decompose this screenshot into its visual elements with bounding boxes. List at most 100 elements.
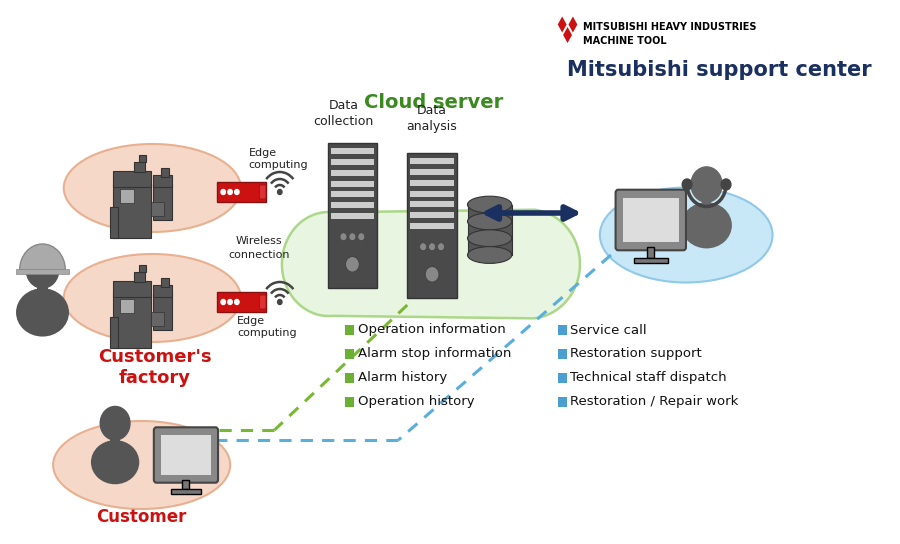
Ellipse shape	[467, 230, 512, 246]
FancyBboxPatch shape	[410, 223, 454, 229]
FancyBboxPatch shape	[558, 373, 567, 383]
FancyBboxPatch shape	[330, 213, 374, 219]
FancyBboxPatch shape	[410, 190, 454, 196]
Text: Data
collection: Data collection	[313, 99, 374, 128]
FancyBboxPatch shape	[151, 202, 164, 217]
Ellipse shape	[467, 246, 512, 263]
Circle shape	[425, 267, 439, 282]
Polygon shape	[563, 27, 572, 43]
Circle shape	[26, 251, 59, 288]
Text: Customer: Customer	[96, 508, 187, 526]
Text: Operation history: Operation history	[357, 395, 474, 409]
Ellipse shape	[16, 288, 69, 337]
Text: Operation information: Operation information	[357, 324, 506, 337]
Text: Restoration / Repair work: Restoration / Repair work	[571, 395, 739, 409]
FancyBboxPatch shape	[161, 435, 211, 475]
Polygon shape	[558, 16, 567, 33]
FancyBboxPatch shape	[151, 312, 164, 326]
Circle shape	[349, 233, 356, 240]
Text: MACHINE TOOL: MACHINE TOOL	[583, 36, 667, 46]
Ellipse shape	[600, 188, 772, 282]
FancyBboxPatch shape	[153, 294, 172, 330]
Text: Cloud server: Cloud server	[364, 92, 503, 112]
FancyBboxPatch shape	[330, 181, 374, 187]
Text: Mitsubishi support center: Mitsubishi support center	[567, 60, 871, 80]
FancyBboxPatch shape	[153, 175, 172, 187]
FancyBboxPatch shape	[153, 184, 172, 220]
Text: Edge
computing: Edge computing	[248, 147, 309, 170]
FancyBboxPatch shape	[702, 199, 711, 214]
Circle shape	[340, 233, 346, 240]
Text: MITSUBISHI HEAVY INDUSTRIES: MITSUBISHI HEAVY INDUSTRIES	[583, 22, 757, 32]
Circle shape	[428, 243, 436, 251]
FancyBboxPatch shape	[16, 269, 68, 274]
FancyBboxPatch shape	[111, 437, 120, 452]
FancyBboxPatch shape	[330, 202, 374, 208]
FancyBboxPatch shape	[218, 182, 266, 202]
Text: Alarm stop information: Alarm stop information	[357, 348, 511, 361]
FancyBboxPatch shape	[113, 294, 151, 348]
FancyArrowPatch shape	[487, 207, 575, 219]
Text: Wireless
connection: Wireless connection	[229, 237, 290, 259]
FancyBboxPatch shape	[259, 185, 266, 199]
Wedge shape	[20, 244, 66, 270]
Text: Restoration support: Restoration support	[571, 348, 702, 361]
FancyBboxPatch shape	[558, 325, 567, 335]
FancyBboxPatch shape	[134, 271, 145, 282]
Ellipse shape	[467, 196, 512, 213]
FancyBboxPatch shape	[120, 299, 134, 313]
Circle shape	[221, 300, 225, 305]
FancyBboxPatch shape	[153, 285, 172, 296]
FancyBboxPatch shape	[467, 221, 512, 238]
Ellipse shape	[64, 254, 241, 342]
FancyBboxPatch shape	[140, 155, 146, 163]
Polygon shape	[569, 16, 577, 33]
FancyBboxPatch shape	[346, 373, 355, 383]
FancyBboxPatch shape	[330, 191, 374, 197]
Circle shape	[228, 300, 232, 305]
Ellipse shape	[91, 440, 140, 484]
Ellipse shape	[64, 144, 241, 232]
FancyBboxPatch shape	[346, 349, 355, 359]
FancyBboxPatch shape	[328, 143, 377, 287]
Circle shape	[100, 406, 130, 440]
Text: Customer's
factory: Customer's factory	[98, 348, 212, 387]
Circle shape	[721, 179, 731, 190]
FancyBboxPatch shape	[346, 397, 355, 407]
FancyBboxPatch shape	[634, 258, 668, 263]
FancyBboxPatch shape	[161, 278, 169, 287]
FancyBboxPatch shape	[410, 158, 454, 164]
FancyBboxPatch shape	[467, 205, 512, 221]
FancyBboxPatch shape	[140, 265, 146, 273]
FancyBboxPatch shape	[467, 238, 512, 255]
Circle shape	[221, 189, 225, 195]
Circle shape	[235, 189, 239, 195]
Circle shape	[358, 233, 365, 240]
Circle shape	[682, 179, 692, 190]
Circle shape	[419, 243, 427, 251]
FancyBboxPatch shape	[410, 169, 454, 175]
FancyBboxPatch shape	[647, 248, 654, 258]
Text: Alarm history: Alarm history	[357, 372, 447, 385]
Circle shape	[277, 300, 282, 305]
Text: Data
analysis: Data analysis	[407, 104, 457, 133]
Ellipse shape	[53, 421, 230, 509]
FancyBboxPatch shape	[330, 170, 374, 176]
Circle shape	[277, 189, 282, 195]
FancyBboxPatch shape	[113, 170, 151, 187]
FancyBboxPatch shape	[161, 168, 169, 177]
Circle shape	[346, 256, 359, 272]
FancyBboxPatch shape	[410, 201, 454, 207]
FancyBboxPatch shape	[259, 295, 266, 309]
Polygon shape	[282, 210, 580, 318]
Ellipse shape	[681, 202, 732, 249]
FancyBboxPatch shape	[154, 427, 218, 483]
FancyBboxPatch shape	[134, 162, 145, 172]
FancyBboxPatch shape	[558, 349, 567, 359]
Text: Edge
computing: Edge computing	[238, 316, 297, 338]
Text: Technical staff dispatch: Technical staff dispatch	[571, 372, 727, 385]
FancyBboxPatch shape	[330, 149, 374, 154]
FancyBboxPatch shape	[616, 190, 686, 250]
Circle shape	[235, 300, 239, 305]
Circle shape	[228, 189, 232, 195]
